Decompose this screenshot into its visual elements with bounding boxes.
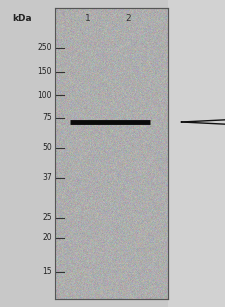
Text: 37: 37: [42, 173, 52, 182]
Text: 2: 2: [125, 14, 131, 23]
Text: 100: 100: [38, 91, 52, 99]
Text: 75: 75: [42, 114, 52, 122]
Text: 150: 150: [38, 68, 52, 76]
Text: 15: 15: [42, 267, 52, 277]
Bar: [168, 0, 225, 307]
Text: 25: 25: [42, 213, 52, 223]
Bar: [0, 0, 55, 307]
Text: 250: 250: [38, 44, 52, 52]
Bar: [55, 8, 168, 299]
Text: kDa: kDa: [12, 14, 32, 23]
Text: 1: 1: [85, 14, 91, 23]
Text: 50: 50: [42, 143, 52, 153]
Text: 20: 20: [42, 234, 52, 243]
